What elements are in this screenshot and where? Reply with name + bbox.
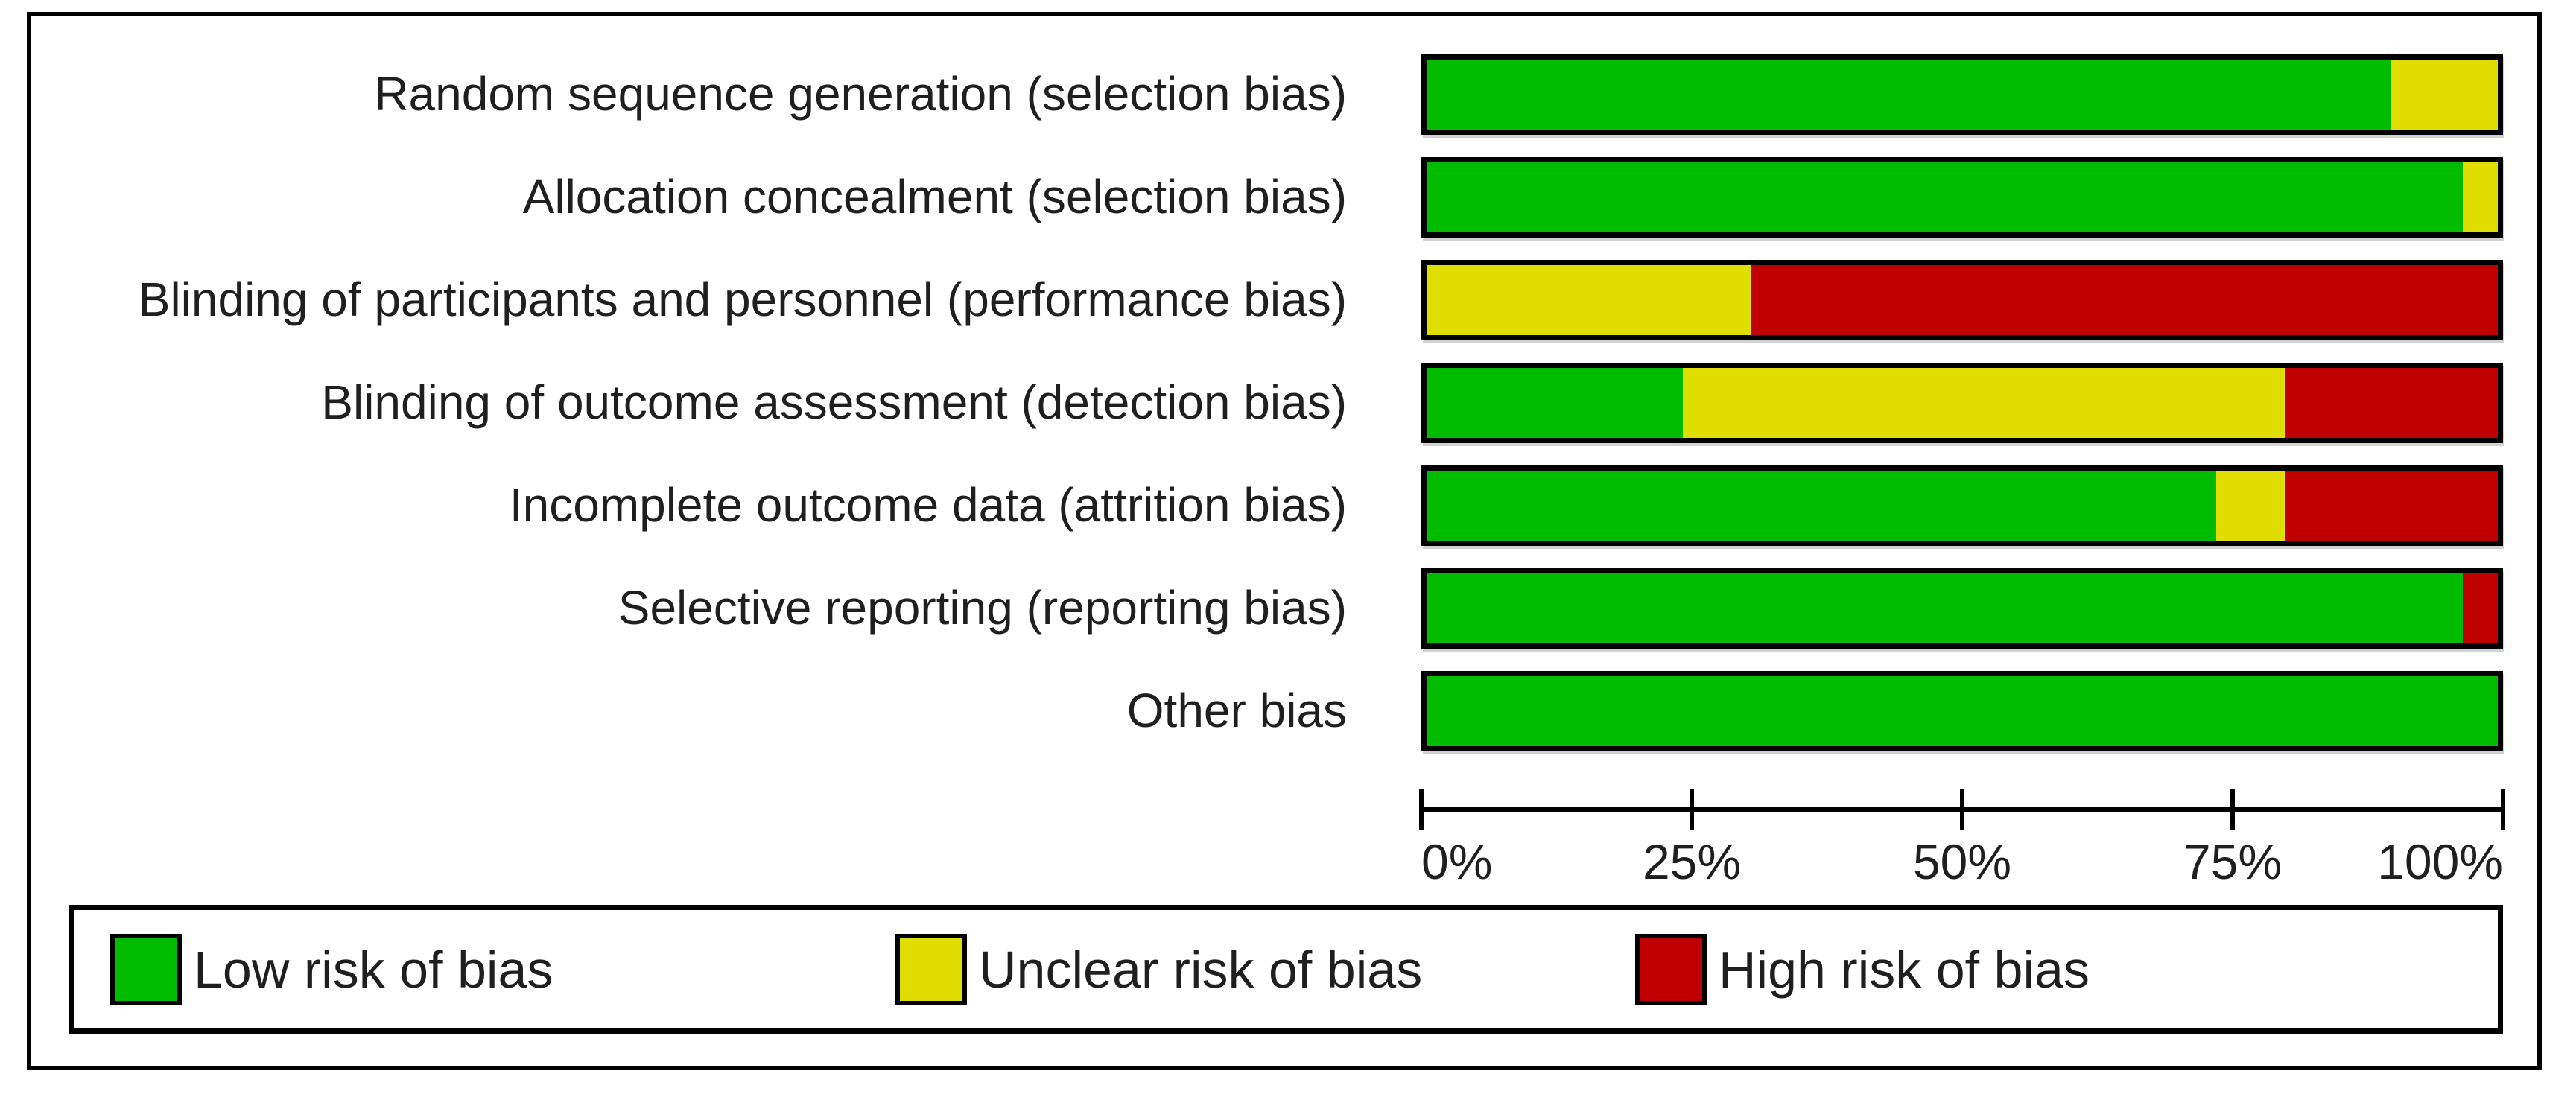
category-label: Allocation concealment (selection bias) bbox=[522, 170, 1347, 223]
legend-swatch-unclear-risk-of-bias bbox=[895, 933, 967, 1005]
legend-swatch-low-risk-of-bias bbox=[110, 933, 182, 1005]
stacked-bar bbox=[1421, 671, 2503, 751]
axis-tick-label: 100% bbox=[2377, 834, 2503, 889]
stacked-bar bbox=[1421, 363, 2503, 443]
bar-segment-unclear-risk-of-bias bbox=[2391, 60, 2498, 130]
axis-tick-label: 25% bbox=[1642, 834, 1742, 889]
bar-segment-high-risk-of-bias bbox=[2285, 471, 2498, 541]
x-axis bbox=[1419, 789, 2505, 830]
bar-segment-high-risk-of-bias bbox=[2462, 573, 2498, 643]
chart-row: Allocation concealment (selection bias) bbox=[0, 157, 2576, 238]
axis-tick bbox=[1419, 789, 1424, 830]
axis-tick bbox=[1690, 789, 1694, 830]
chart-row: Random sequence generation (selection bi… bbox=[0, 54, 2576, 135]
bar-segment-low-risk-of-bias bbox=[1427, 676, 2498, 746]
chart-row: Other bias bbox=[0, 671, 2576, 751]
bar-segment-low-risk-of-bias bbox=[1427, 573, 2463, 643]
bar-segment-low-risk-of-bias bbox=[1427, 471, 2216, 541]
bar-segment-low-risk-of-bias bbox=[1427, 60, 2391, 130]
category-label: Blinding of participants and personnel (… bbox=[138, 273, 1347, 326]
category-label: Selective reporting (reporting bias) bbox=[618, 581, 1347, 635]
figure-border bbox=[27, 12, 2542, 1070]
chart-row: Incomplete outcome data (attrition bias) bbox=[0, 465, 2576, 546]
x-axis-tick-labels: 0% 25% 50% 75% 100% bbox=[1421, 836, 2503, 888]
category-label: Blinding of outcome assessment (detectio… bbox=[321, 375, 1347, 429]
bar-segment-unclear-risk-of-bias bbox=[1682, 368, 2286, 438]
legend-label: Low risk of bias bbox=[194, 940, 553, 999]
bar-segment-unclear-risk-of-bias bbox=[2215, 471, 2286, 541]
category-label: Incomplete outcome data (attrition bias) bbox=[509, 478, 1347, 532]
axis-tick-label: 75% bbox=[2183, 834, 2282, 889]
axis-tick-label: 0% bbox=[1421, 834, 1493, 889]
legend-swatch-high-risk-of-bias bbox=[1635, 933, 1707, 1005]
stacked-bar bbox=[1421, 157, 2503, 238]
legend-item: High risk of bias bbox=[1635, 933, 2090, 1005]
chart-row: Selective reporting (reporting bias) bbox=[0, 568, 2576, 649]
stacked-bar bbox=[1421, 568, 2503, 649]
bar-segment-low-risk-of-bias bbox=[1427, 162, 2463, 232]
bar-segment-high-risk-of-bias bbox=[1751, 265, 2498, 335]
bar-segment-unclear-risk-of-bias bbox=[2462, 162, 2498, 232]
category-label: Other bias bbox=[1126, 684, 1347, 737]
legend-item: Unclear risk of bias bbox=[895, 933, 1423, 1005]
bar-segment-low-risk-of-bias bbox=[1427, 368, 1683, 438]
bar-segment-unclear-risk-of-bias bbox=[1427, 265, 1751, 335]
legend-label: Unclear risk of bias bbox=[979, 940, 1423, 999]
legend: Low risk of bias Unclear risk of bias High… bbox=[69, 905, 2503, 1034]
stacked-bar bbox=[1421, 260, 2503, 340]
chart-rows: Random sequence generation (selection bi… bbox=[0, 54, 2576, 774]
bar-segment-high-risk-of-bias bbox=[2285, 368, 2498, 438]
legend-item: Low risk of bias bbox=[110, 933, 553, 1005]
axis-tick bbox=[2230, 789, 2235, 830]
axis-tick-label: 50% bbox=[1912, 834, 2012, 889]
chart-row: Blinding of outcome assessment (detectio… bbox=[0, 363, 2576, 443]
stacked-bar bbox=[1421, 54, 2503, 135]
axis-tick bbox=[1960, 789, 1964, 830]
chart-row: Blinding of participants and personnel (… bbox=[0, 260, 2576, 340]
category-label: Random sequence generation (selection bi… bbox=[374, 67, 1347, 121]
legend-label: High risk of bias bbox=[1719, 940, 2090, 999]
axis-tick bbox=[2501, 789, 2505, 830]
stacked-bar bbox=[1421, 465, 2503, 546]
